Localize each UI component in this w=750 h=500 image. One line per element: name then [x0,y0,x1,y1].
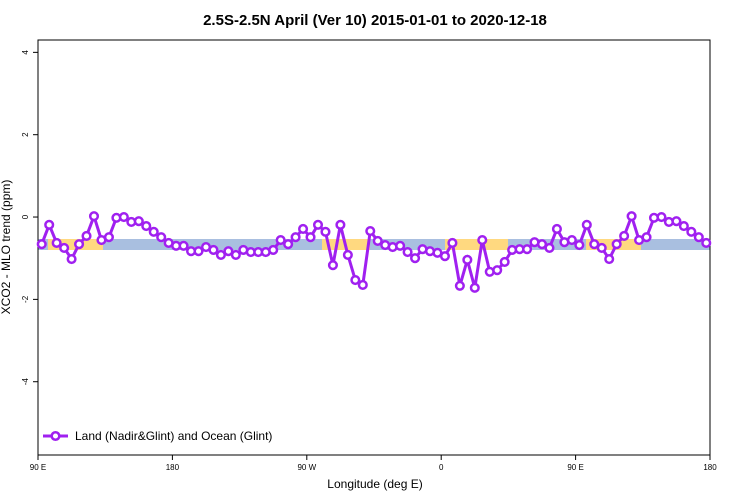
y-axis-label: XCO2 - MLO trend (ppm) [0,180,13,315]
y-tick-label: -2 [21,295,30,303]
point [320,226,331,237]
ocean-band [38,239,710,250]
point [88,211,100,222]
point [536,239,548,250]
x-tick-label: 90 E [567,463,583,472]
x-tick-label: 90 E [30,463,46,472]
y-tick-label: -4 [21,378,30,386]
point [156,232,167,243]
x-tick-label: 180 [703,463,717,472]
point [439,251,450,262]
point [36,239,47,250]
point [118,211,129,223]
point [357,279,368,291]
point [141,221,152,232]
point [678,221,689,232]
point [574,239,585,251]
point [193,246,204,257]
point [641,232,652,243]
point [223,246,234,257]
point [589,239,600,250]
point [66,253,77,265]
point [335,219,346,230]
point [133,216,144,227]
point [268,244,279,256]
point [447,237,458,249]
point [693,232,704,243]
point [611,239,622,250]
y-tick-label: 0 [21,214,30,219]
y-tick-label: 2 [21,132,30,137]
point [74,239,85,250]
point [298,223,309,235]
x-tick-label: 180 [166,463,180,472]
point [477,235,488,246]
point [327,260,338,271]
point [290,232,301,243]
point [454,280,465,291]
point [148,226,159,237]
point [372,235,383,246]
point [581,219,592,230]
point [686,226,697,237]
point [305,232,316,243]
point [103,232,114,243]
point [44,219,55,230]
point [596,242,607,253]
legend-marker [50,430,61,442]
point [283,239,294,250]
point [701,237,712,249]
y-tick-label: 4 [21,50,30,55]
point [51,237,62,249]
point [402,246,413,258]
point [215,249,226,260]
point [671,216,682,227]
x-tick-label: 0 [439,463,444,472]
point [81,230,92,242]
point [410,253,421,264]
point [492,265,503,276]
point [499,256,510,267]
point [365,225,376,237]
point [522,244,533,255]
land-band [445,239,508,250]
point [350,274,361,286]
point [656,211,667,223]
point [626,211,637,222]
point [208,244,219,256]
x-tick-label: 90 W [297,463,316,472]
point [312,219,324,230]
point [604,253,615,265]
point [551,223,562,235]
point [566,235,577,246]
point [395,240,406,251]
point [462,254,473,265]
point [275,235,286,246]
point [342,249,353,260]
point [469,282,480,293]
point [178,240,189,251]
x-axis-label: Longitude (deg E) [327,477,422,491]
legend-label: Land (Nadir&Glint) and Ocean (Glint) [75,429,272,443]
chart-title: 2.5S-2.5N April (Ver 10) 2015-01-01 to 2… [203,12,547,29]
point [59,242,70,253]
point [619,230,630,242]
point [230,249,241,260]
point [544,242,555,253]
